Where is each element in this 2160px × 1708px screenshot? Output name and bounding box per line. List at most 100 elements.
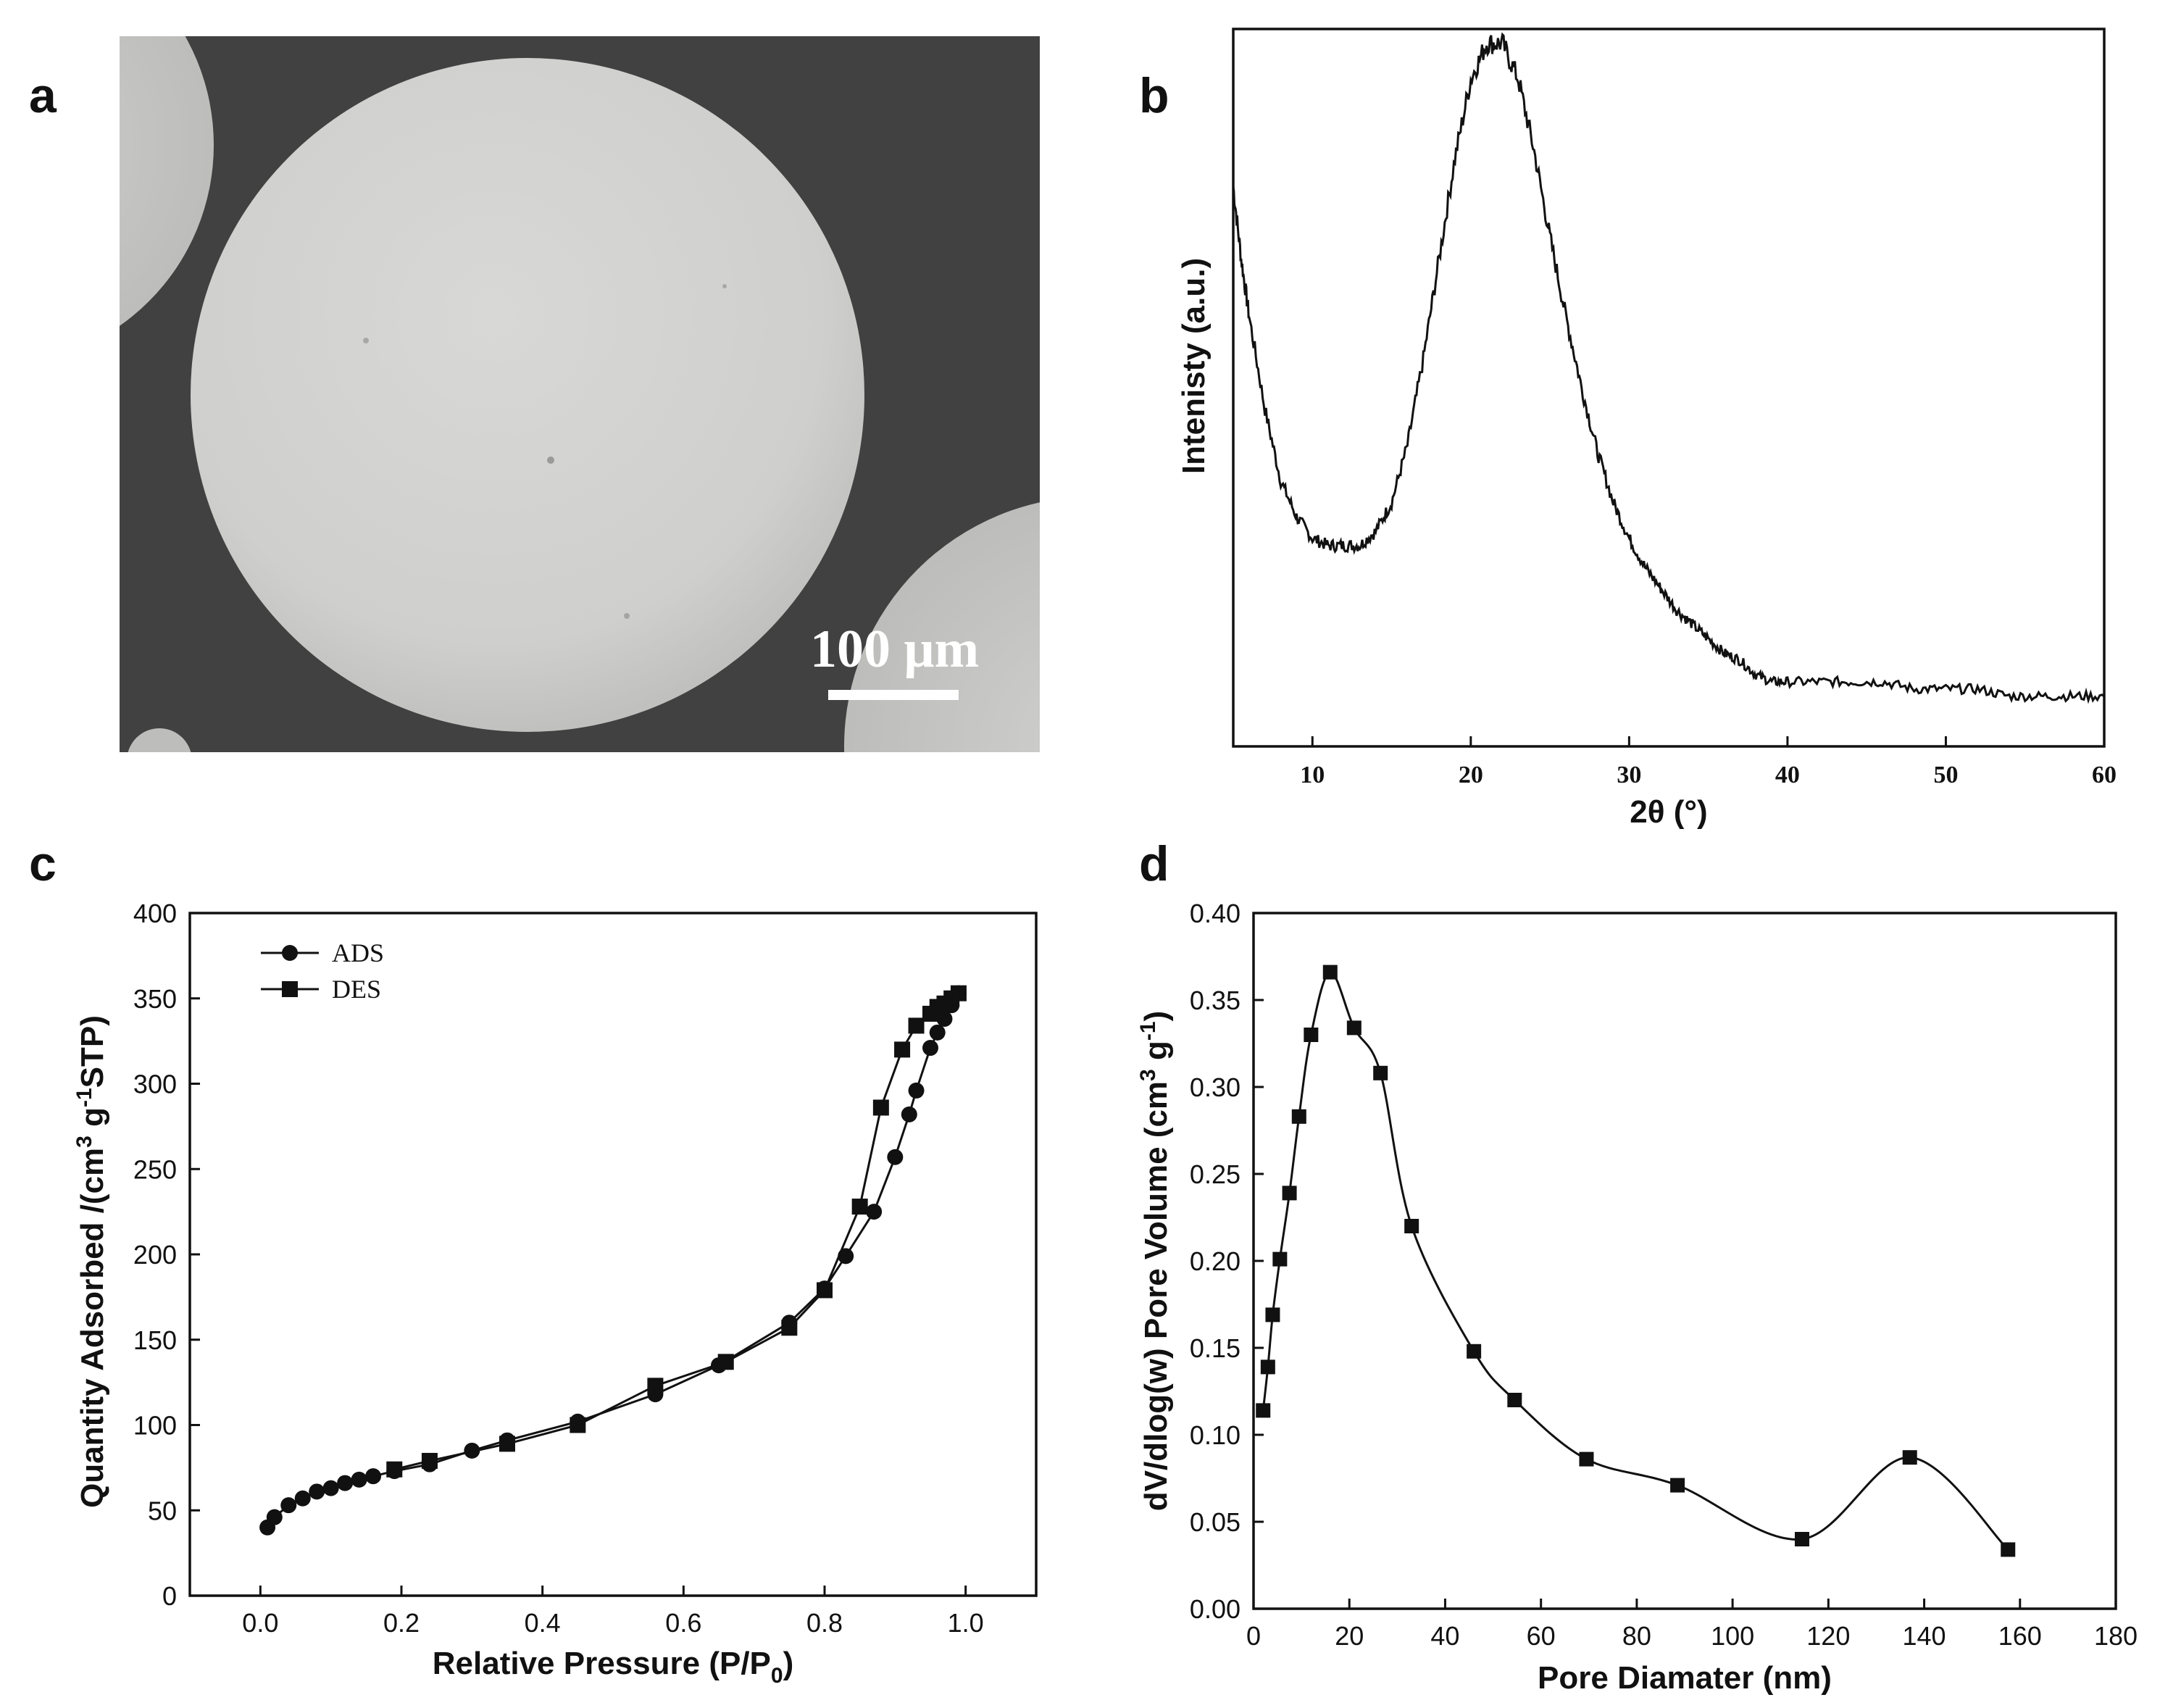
data-point-des <box>717 1354 734 1370</box>
x-tick-label: 0 <box>1246 1621 1261 1651</box>
superscript: -1 <box>1136 1021 1160 1041</box>
data-point <box>1272 1251 1288 1267</box>
y-axis-label: Quantity Adsorbed /(cm3 g-1STP) <box>72 1015 110 1508</box>
sem-sphere-bottom-left <box>128 728 191 752</box>
sem-speck <box>363 338 369 343</box>
x-tick-label: 40 <box>1430 1621 1459 1651</box>
series-line-des <box>393 992 959 1471</box>
data-point <box>1579 1451 1594 1467</box>
panel-label-a: a <box>29 68 57 123</box>
x-tick-label: 160 <box>1998 1621 2042 1651</box>
y-tick-label: 0.05 <box>1190 1507 1240 1537</box>
y-tick-label: 0.35 <box>1190 986 1240 1015</box>
x-tick-label: 10 <box>1300 762 1325 788</box>
data-point-des <box>894 1041 911 1058</box>
data-point-ads <box>351 1471 367 1488</box>
x-tick-label: 60 <box>1527 1621 1556 1651</box>
legend-label: ADS <box>332 938 384 967</box>
data-point-des <box>421 1452 438 1469</box>
sem-sphere-main <box>191 58 864 732</box>
x-axis-label: Relative Pressure (P/P0) <box>433 1646 793 1688</box>
x-tick-label: 120 <box>1806 1621 1850 1651</box>
y-tick-label: 300 <box>133 1070 177 1099</box>
superscript: 3 <box>1136 1069 1160 1081</box>
data-point <box>1670 1478 1685 1493</box>
y-axis-label: dV/dlog(w) Pore Volume (cm3 g-1) <box>1136 1011 1174 1511</box>
legend-marker <box>282 981 298 997</box>
data-point <box>1256 1403 1271 1418</box>
y-tick-label: 0 <box>162 1581 177 1611</box>
data-point-ads <box>901 1106 917 1122</box>
plot-frame <box>1252 912 2117 1610</box>
data-point-ads <box>322 1480 339 1496</box>
y-tick-label: 0.40 <box>1190 899 1240 928</box>
panel-label-c: c <box>29 836 57 891</box>
data-point <box>1507 1393 1522 1407</box>
sem-speck <box>722 284 727 288</box>
y-tick-label: 50 <box>148 1496 177 1525</box>
data-point-ads <box>309 1483 325 1500</box>
data-point <box>1282 1186 1297 1201</box>
y-tick-label: 0.10 <box>1190 1420 1240 1450</box>
data-point-des <box>872 1099 889 1116</box>
data-point <box>1322 965 1338 980</box>
data-point <box>1265 1307 1280 1322</box>
chart-b: 10 20 30 40 50 60 2θ (°) Intenisty (a.u.) <box>1176 28 2117 830</box>
y-tick-label: 0.25 <box>1190 1159 1240 1189</box>
x-tick-label: 0.4 <box>525 1608 561 1638</box>
data-point <box>1373 1065 1388 1080</box>
scale-bar-label: 100 μm <box>810 620 979 679</box>
x-tick-label: 80 <box>1622 1621 1651 1651</box>
data-point-ads <box>266 1509 283 1525</box>
sem-speck <box>547 457 554 464</box>
x-tick-label: 0.0 <box>242 1608 278 1638</box>
data-point <box>1346 1020 1362 1036</box>
y-tick-label: 200 <box>133 1240 177 1270</box>
x-tick-label: 20 <box>1459 762 1483 788</box>
data-point <box>1291 1109 1306 1124</box>
superscript: -1 <box>72 1088 96 1107</box>
data-point-ads <box>280 1497 297 1514</box>
data-point-des <box>817 1282 833 1299</box>
subscript: 0 <box>771 1664 783 1688</box>
x-tick-label: 50 <box>1933 762 1958 788</box>
data-point-des <box>851 1199 868 1215</box>
pore-curve <box>1262 971 2009 1551</box>
y-tick-label: 100 <box>133 1411 177 1441</box>
data-point <box>2001 1542 2016 1557</box>
x-tick-label: 20 <box>1335 1621 1364 1651</box>
data-point-ads <box>294 1490 311 1507</box>
sem-speck <box>624 613 630 619</box>
data-point-ads <box>922 1040 938 1057</box>
panel-label-d: d <box>1139 836 1169 891</box>
data-point-des <box>570 1417 586 1433</box>
data-point-des <box>781 1320 798 1336</box>
x-tick-label: 180 <box>2094 1621 2138 1651</box>
data-point-des <box>908 1017 925 1034</box>
y-tick-label: 250 <box>133 1154 177 1184</box>
y-tick-label: 0.00 <box>1190 1594 1240 1624</box>
y-tick-label: 0.30 <box>1190 1072 1240 1102</box>
y-tick-label: 350 <box>133 984 177 1014</box>
x-tick-label: 0.2 <box>383 1608 420 1638</box>
data-point <box>1404 1219 1419 1233</box>
x-tick-label: 40 <box>1775 762 1800 788</box>
x-tick-label: 0.6 <box>665 1608 701 1638</box>
xrd-curve <box>1232 32 2105 704</box>
y-tick-label: 0.15 <box>1190 1333 1240 1363</box>
x-tick-label: 140 <box>1903 1621 1946 1651</box>
data-point-ads <box>866 1204 883 1220</box>
legend-label: DES <box>332 975 381 1004</box>
x-axis-label: 2θ (°) <box>1630 794 1707 830</box>
paren: ) <box>783 1646 794 1681</box>
data-point <box>1304 1028 1319 1042</box>
series-line-ads <box>266 992 960 1528</box>
x-tick-label: 60 <box>2092 762 2117 788</box>
x-tick-label: 0.8 <box>806 1608 843 1638</box>
superscript: 3 <box>72 1136 96 1148</box>
sem-image: 100 μm <box>120 36 1040 752</box>
data-point <box>1260 1359 1275 1375</box>
sem-sphere-bottom-right <box>844 502 1040 752</box>
data-point-ads <box>365 1468 382 1485</box>
